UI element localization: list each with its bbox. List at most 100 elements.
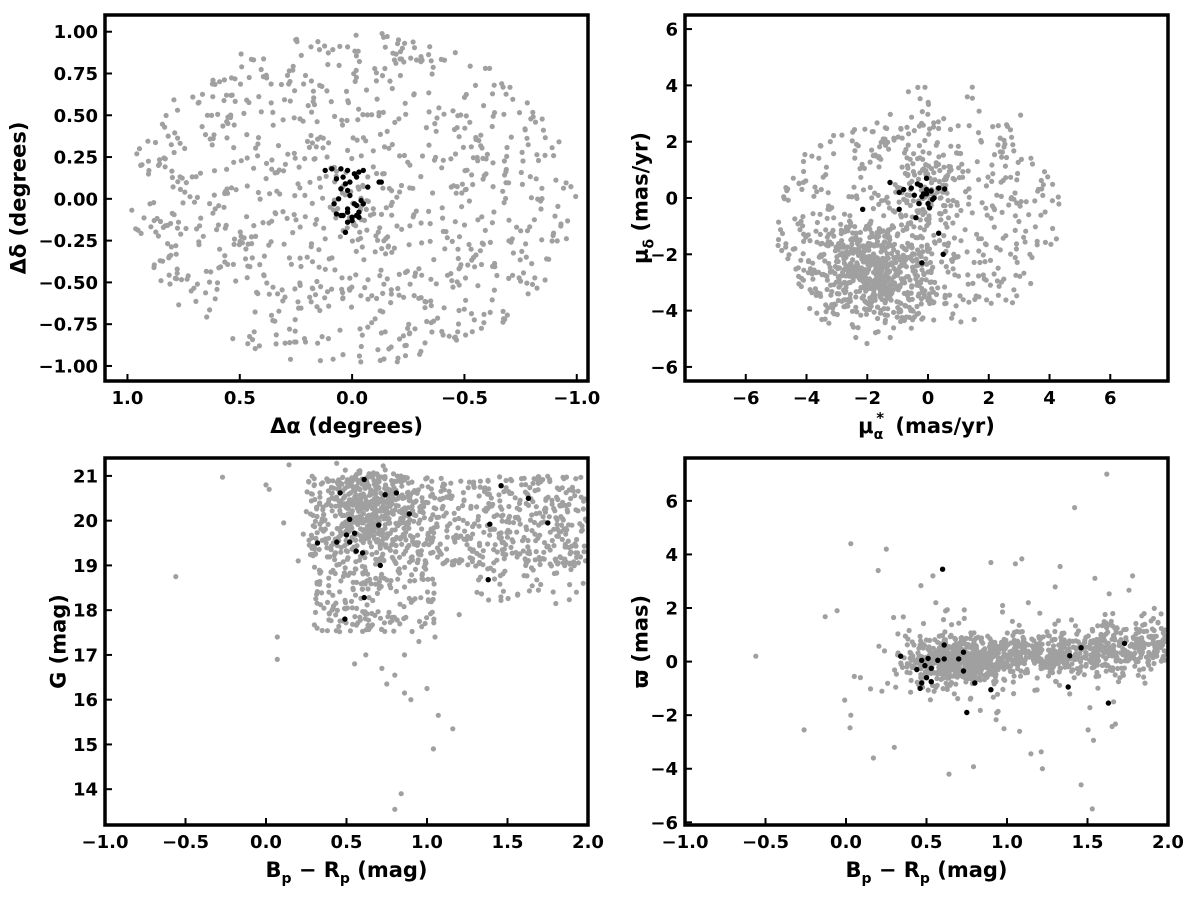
field-star-point (930, 645, 937, 651)
field-star-point (418, 595, 424, 601)
field-star-point (379, 246, 385, 252)
field-star-point (333, 215, 339, 221)
field-star-point (401, 690, 408, 696)
field-star-point (401, 533, 407, 539)
field-star-point (801, 267, 807, 273)
field-star-point (1139, 649, 1146, 655)
field-star-point (314, 513, 320, 520)
field-star-point (878, 243, 885, 249)
member-star-point (331, 201, 337, 207)
field-star-point (534, 577, 540, 583)
field-star-point (909, 178, 915, 184)
field-star-point (491, 526, 498, 532)
field-star-point (366, 595, 372, 601)
member-star-point (347, 179, 353, 185)
field-star-point (506, 275, 512, 281)
field-star-point (909, 114, 915, 120)
field-star-point (981, 276, 987, 282)
field-star-point (549, 145, 555, 151)
field-star-point (519, 248, 525, 254)
field-star-point (333, 495, 339, 501)
field-star-point (314, 506, 320, 512)
field-star-point (831, 151, 837, 157)
field-star-point (373, 484, 379, 490)
member-star-point (344, 187, 351, 194)
field-star-point (519, 482, 525, 488)
field-star-point (330, 592, 336, 598)
field-star-point (955, 143, 961, 149)
field-star-point (468, 311, 475, 317)
field-star-point (879, 280, 885, 286)
field-star-point (423, 566, 429, 572)
field-star-point (407, 578, 413, 584)
field-star-point (194, 194, 200, 200)
field-star-point (864, 340, 870, 347)
x-tick-label: −6 (732, 388, 760, 409)
field-star-point (378, 498, 384, 504)
x-tick-label: −2 (853, 388, 881, 409)
field-star-point (348, 598, 355, 605)
field-star-point (319, 334, 325, 340)
field-star-point (352, 537, 359, 543)
field-star-point (1059, 657, 1065, 663)
field-star-point (196, 242, 202, 248)
field-star-point (263, 160, 270, 166)
field-star-point (1118, 658, 1124, 665)
field-star-point (1009, 134, 1015, 140)
field-star-point (459, 181, 465, 187)
field-star-point (977, 259, 983, 266)
field-star-point (928, 180, 935, 186)
field-star-point (534, 285, 540, 291)
field-star-point (480, 554, 486, 560)
field-star-point (230, 261, 236, 267)
field-star-point (209, 81, 215, 87)
field-star-point (211, 192, 217, 198)
field-star-point (538, 520, 545, 526)
field-star-point (315, 340, 321, 346)
field-star-point (470, 547, 476, 553)
field-star-point (902, 280, 908, 286)
field-star-point (312, 609, 319, 616)
field-star-point (573, 589, 580, 595)
field-star-point (842, 697, 848, 703)
field-star-point (373, 78, 379, 84)
field-star-point (541, 540, 548, 546)
field-star-point (920, 620, 927, 627)
field-star-point (231, 145, 237, 151)
y-tick-label: 16 (73, 690, 98, 711)
field-star-point (451, 561, 457, 568)
field-star-point (869, 195, 875, 201)
field-star-point (159, 121, 165, 127)
field-star-point (1042, 209, 1048, 215)
field-star-point (360, 539, 366, 546)
field-star-point (869, 129, 875, 135)
field-star-point (278, 81, 284, 88)
field-star-point (971, 675, 977, 682)
field-star-point (935, 119, 941, 125)
field-star-point (551, 153, 557, 159)
field-star-point (406, 480, 412, 486)
field-star-point (835, 297, 842, 304)
field-star-point (851, 673, 857, 680)
field-star-point (178, 277, 185, 283)
field-star-point (917, 642, 923, 648)
field-star-point (465, 485, 471, 491)
field-star-point (428, 516, 434, 523)
field-star-point (976, 248, 982, 254)
field-star-point (790, 175, 796, 181)
field-star-point (853, 304, 859, 310)
field-star-point (382, 467, 388, 473)
field-star-point (392, 672, 398, 678)
field-star-point (431, 590, 437, 596)
field-star-point (827, 139, 833, 145)
field-star-point (212, 296, 218, 302)
x-tick-label: 0.0 (830, 832, 862, 853)
field-star-point (390, 471, 397, 477)
field-star-point (381, 575, 387, 581)
field-star-point (397, 56, 403, 62)
field-star-point (1159, 656, 1166, 662)
field-star-point (783, 185, 789, 191)
field-star-point (455, 525, 461, 531)
field-star-point (1008, 174, 1014, 180)
